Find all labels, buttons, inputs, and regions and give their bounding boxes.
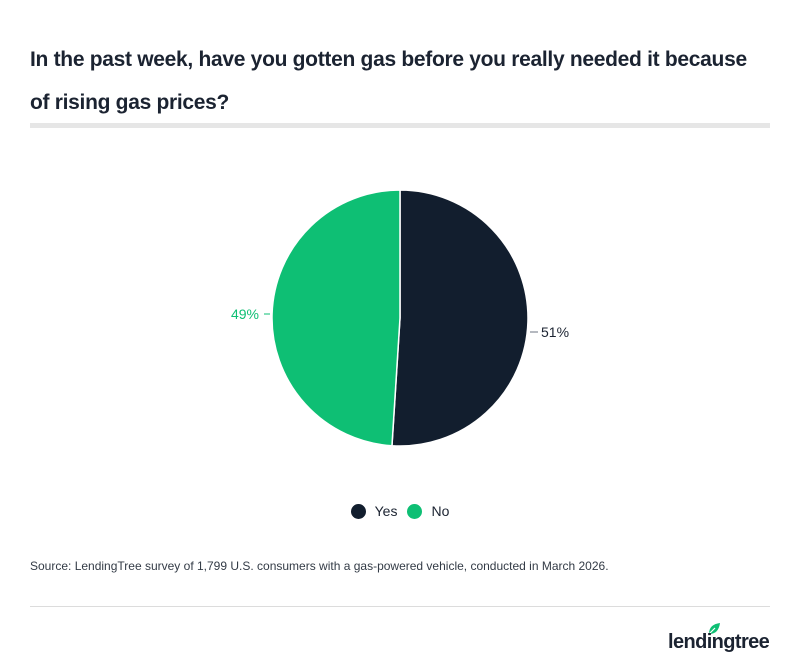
title-divider <box>30 123 770 128</box>
logo-text: lendingtree <box>668 631 770 653</box>
lendingtree-logo: lendingtree <box>668 622 778 658</box>
pie-slice-yes[interactable] <box>391 189 529 447</box>
footer-divider <box>30 606 770 607</box>
legend-dot-yes-icon <box>350 503 366 519</box>
legend-item-no[interactable]: No <box>407 503 449 519</box>
legend-item-yes[interactable]: Yes <box>350 503 398 519</box>
leaf-icon <box>708 623 720 635</box>
chart-legend: Yes No <box>0 503 800 519</box>
legend-label-yes: Yes <box>374 503 398 519</box>
pie-slice-no[interactable] <box>271 189 401 447</box>
data-label-no: 49% <box>231 306 259 322</box>
legend-dot-no-icon <box>407 503 423 519</box>
data-label-yes: 51% <box>541 324 569 340</box>
chart-title: In the past week, have you gotten gas be… <box>30 48 747 114</box>
source-note: Source: LendingTree survey of 1,799 U.S.… <box>30 559 609 573</box>
legend-label-no: No <box>431 503 450 519</box>
